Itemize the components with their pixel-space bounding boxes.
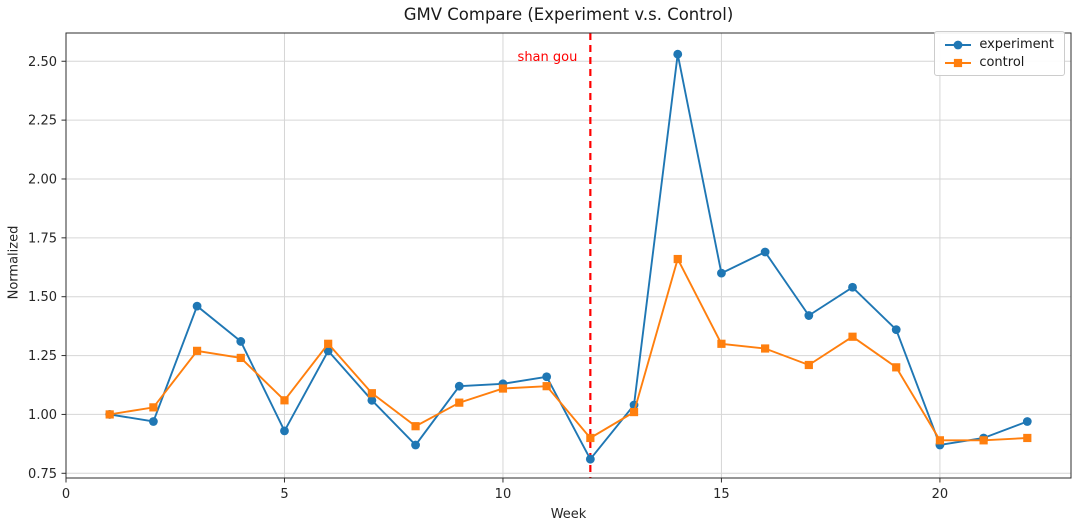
legend-label: experiment xyxy=(979,37,1054,52)
data-point-control xyxy=(411,422,420,431)
data-point-control xyxy=(717,339,726,348)
axis-ticks xyxy=(61,60,941,483)
data-point-experiment xyxy=(280,426,289,436)
legend-item-experiment: experiment xyxy=(944,37,1054,52)
legend: experiment control xyxy=(934,31,1065,76)
data-point-control xyxy=(979,436,988,445)
x-tick-label: 20 xyxy=(932,487,949,502)
plot-border xyxy=(65,32,1072,479)
y-tick-label: 1.50 xyxy=(28,290,57,305)
data-point-control xyxy=(324,339,333,348)
data-point-experiment xyxy=(367,395,377,405)
data-point-control xyxy=(236,353,245,363)
x-tick-label: 5 xyxy=(280,487,288,502)
data-point-control xyxy=(673,254,682,264)
experiment-line xyxy=(109,54,1028,461)
chart-title: GMV Compare (Experiment v.s. Control) xyxy=(403,5,734,24)
data-point-experiment xyxy=(1022,417,1032,426)
y-tick-label: 1.75 xyxy=(28,231,57,246)
data-point-control xyxy=(367,389,376,398)
data-point-experiment xyxy=(891,325,901,335)
legend-label: control xyxy=(979,55,1025,70)
series-control xyxy=(105,254,1032,445)
data-point-control xyxy=(804,360,813,370)
data-point-experiment xyxy=(411,440,420,450)
gridlines xyxy=(66,33,1071,478)
x-tick-label: 10 xyxy=(495,487,512,502)
data-point-experiment xyxy=(148,417,158,426)
y-tick-label: 2.50 xyxy=(28,55,57,70)
control-line xyxy=(109,256,1028,442)
data-point-control xyxy=(848,332,857,341)
y-tick-label: 1.25 xyxy=(28,349,57,364)
data-point-control xyxy=(498,384,508,393)
vline-annotation: shan gou xyxy=(518,50,578,65)
data-point-control xyxy=(761,344,770,353)
data-point-experiment xyxy=(804,311,814,320)
data-point-experiment xyxy=(673,49,683,59)
y-tick-label: 2.25 xyxy=(28,114,57,129)
data-point-experiment xyxy=(717,268,726,278)
data-point-control xyxy=(542,382,551,391)
data-point-experiment xyxy=(454,381,464,391)
data-point-control xyxy=(935,436,945,445)
data-point-experiment xyxy=(585,454,595,464)
series-experiment xyxy=(105,49,1032,464)
data-point-experiment xyxy=(760,247,770,257)
data-point-control xyxy=(192,346,202,355)
y-tick-label: 2.00 xyxy=(28,172,57,187)
x-tick-label: 15 xyxy=(713,487,730,502)
legend-item-control: control xyxy=(944,55,1054,70)
data-point-control xyxy=(586,433,595,443)
data-point-control xyxy=(455,398,464,407)
data-point-experiment xyxy=(848,282,857,292)
data-point-control xyxy=(280,396,289,405)
data-point-experiment xyxy=(192,301,202,311)
data-point-control xyxy=(149,403,158,412)
data-point-control xyxy=(629,407,639,417)
data-point-control xyxy=(105,410,114,419)
y-tick-label: 1.00 xyxy=(28,408,57,423)
data-point-experiment xyxy=(323,346,333,356)
y-tick-label: 0.75 xyxy=(28,467,57,482)
data-point-control xyxy=(892,363,901,372)
x-axis-label: Week xyxy=(550,507,587,522)
circle-marker-icon xyxy=(945,40,972,49)
data-point-experiment xyxy=(542,372,552,382)
square-marker-icon xyxy=(945,58,972,67)
tick-labels: 0 5 10 15 20 0.75 1.00 1.25 1.50 1.75 2.00 2.25 2.50 xyxy=(28,55,948,502)
data-point-experiment xyxy=(236,337,246,346)
x-tick-label: 0 xyxy=(62,487,70,502)
data-point-control xyxy=(1023,433,1032,443)
